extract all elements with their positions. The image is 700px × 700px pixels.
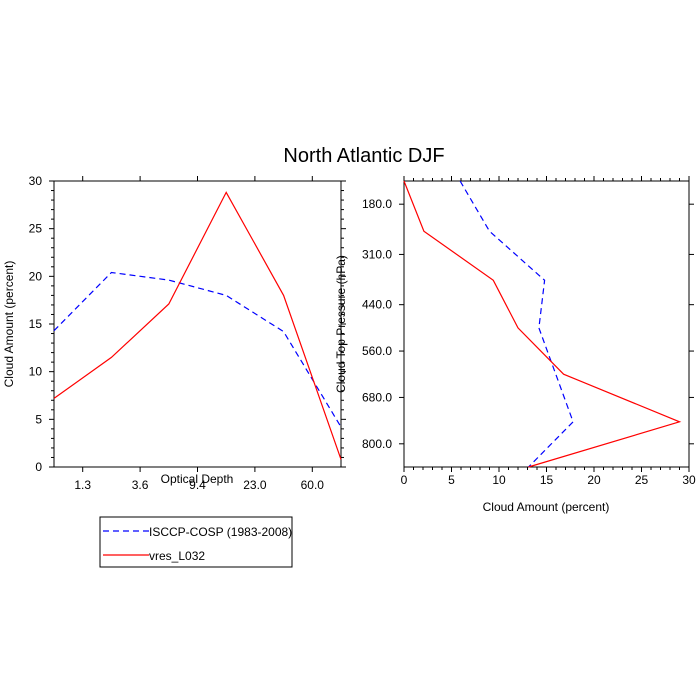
- left-y-tick-label: 20: [29, 269, 43, 283]
- right-series: [403, 180, 682, 468]
- left-series-isccp-line: [53, 271, 342, 428]
- right-x-axis-label: Cloud Amount (percent): [483, 500, 610, 514]
- right-ticks: 0 5 10 15 20 25 30 180.0 310.0 440.0 560.0 680.0 800…: [362, 176, 696, 487]
- right-x-tick-label: 10: [492, 473, 506, 487]
- right-y-tick-label: 440.0: [362, 298, 392, 312]
- right-x-tick-label: 5: [448, 473, 455, 487]
- right-y-tick-label: 680.0: [362, 390, 392, 404]
- right-x-tick-label: 20: [587, 473, 601, 487]
- left-y-tick-label: 10: [29, 365, 43, 379]
- chart-title: North Atlantic DJF: [283, 145, 444, 167]
- left-y-axis-label: Cloud Amount (percent): [2, 261, 16, 388]
- left-x-tick-label: 1.3: [74, 478, 91, 492]
- right-x-tick-label: 25: [635, 473, 649, 487]
- left-y-tick-label: 5: [35, 412, 42, 426]
- left-x-tick-label: 23.0: [243, 478, 267, 492]
- right-y-tick-label: 800.0: [362, 437, 392, 451]
- left-ticks: 0 5 10 15 20 25 30 1.3 3.6 9.4 23.0 60.0: [29, 174, 346, 492]
- right-series-vres-line: [403, 180, 682, 468]
- right-plot-frame: [403, 180, 690, 468]
- left-panel: 0 5 10 15 20 25 30 1.3 3.6 9.4 23.0 60.0 Optical De…: [2, 174, 346, 492]
- right-x-tick-label: 0: [401, 473, 408, 487]
- right-x-tick-label: 30: [682, 473, 696, 487]
- left-y-tick-label: 0: [35, 460, 42, 474]
- legend-label-isccp: ISCCP-COSP (1983-2008): [149, 525, 292, 539]
- right-y-tick-label: 560.0: [362, 344, 392, 358]
- left-series-vres-line: [53, 191, 342, 460]
- right-series-isccp-line: [459, 180, 574, 468]
- left-y-tick-label: 25: [29, 222, 43, 236]
- left-y-tick-label: 15: [29, 317, 43, 331]
- left-x-axis-label: Optical Depth: [161, 472, 234, 486]
- legend: ISCCP-COSP (1983-2008) vres_L032: [99, 516, 293, 568]
- legend-label-vres: vres_L032: [149, 549, 205, 563]
- right-y-tick-label: 310.0: [362, 247, 392, 261]
- right-panel: 0 5 10 15 20 25 30 180.0 310.0 440.0 560.0 680.0 800…: [334, 176, 696, 514]
- right-y-tick-label: 180.0: [362, 197, 392, 211]
- left-y-tick-label: 30: [29, 174, 43, 188]
- right-y-axis-label: Cloud Top Pressure (hPa): [334, 255, 348, 393]
- left-plot-frame: [53, 180, 342, 468]
- left-x-tick-label: 3.6: [132, 478, 149, 492]
- right-x-tick-label: 15: [540, 473, 554, 487]
- left-series: [53, 191, 342, 460]
- left-x-tick-label: 9.4: [189, 478, 206, 492]
- left-x-tick-label: 60.0: [301, 478, 325, 492]
- legend-box: [99, 516, 293, 568]
